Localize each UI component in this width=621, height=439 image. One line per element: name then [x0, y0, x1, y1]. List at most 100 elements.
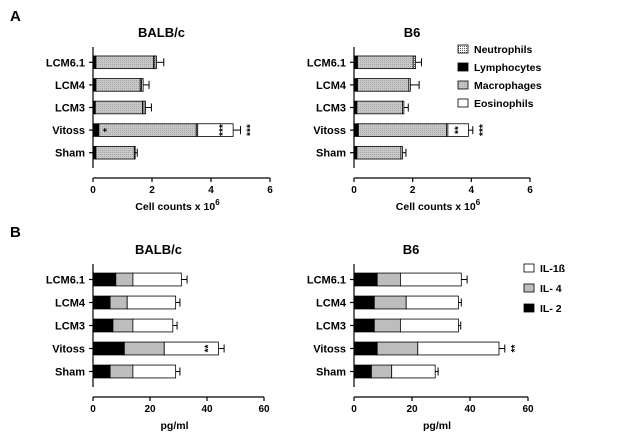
x-tick-label: 40 — [201, 404, 213, 415]
legend-swatch-il4 — [523, 283, 535, 293]
legend-swatch-eosinophils — [457, 98, 469, 108]
bar-il-4-lcm4 — [373, 295, 407, 310]
bar-il-2-lcm6-1 — [92, 272, 117, 287]
bar-lymphocytes-lcm6-1 — [353, 55, 358, 70]
bar-macrophages-lcm4 — [357, 78, 410, 92]
chart-a-b6: B6 0 2 4 6 Cell counts x 106 LCM6.1 LCM4 LCM3 Vit… — [307, 25, 533, 213]
category-label-sham: Sham — [316, 367, 346, 379]
category-label-lcm4: LCM4 — [316, 80, 347, 92]
x-tick-label: 20 — [144, 404, 156, 415]
bar-lymphocytes-sham — [353, 145, 358, 160]
x-axis-label: pg/ml — [423, 420, 451, 432]
legend-swatch-lymphocytes — [457, 62, 469, 72]
bar-lymphocytes-lcm3 — [353, 100, 358, 115]
bar-il-4-sham — [109, 364, 134, 379]
bar-lymphocytes-lcm6-1 — [92, 55, 97, 70]
bar-il-1-vitoss — [417, 341, 500, 356]
bar-il-2-lcm6-1 — [353, 272, 378, 287]
bar-neutrophils-sham — [400, 145, 403, 160]
bar-il-2-lcm3 — [353, 318, 375, 333]
bar-il-1-lcm3 — [399, 318, 459, 333]
x-axis-label: pg/ml — [161, 420, 189, 432]
chart-title: B6 — [404, 25, 421, 40]
x-tick-label: 6 — [527, 185, 533, 196]
x-axis-label: Cell counts x 106 — [396, 198, 481, 213]
bar-il-4-vitoss — [123, 341, 165, 356]
significance-annotation: * — [102, 128, 113, 132]
bar-macrophages-sham — [95, 145, 135, 160]
bar-il-1-sham — [132, 364, 177, 379]
chart-title: B6 — [403, 242, 420, 257]
bar-il-2-sham — [353, 364, 372, 379]
significance-annotation: ** — [453, 126, 464, 134]
bar-lymphocytes-sham — [92, 145, 97, 160]
bar-il-1-sham — [391, 364, 436, 379]
x-tick-label: 2 — [410, 185, 416, 196]
bar-macrophages-sham — [356, 145, 402, 160]
bar-il-1-lcm4 — [126, 295, 177, 310]
bar-il-4-lcm6-1 — [376, 272, 401, 287]
legend-b: IL-1ß IL- 4 IL- 2 — [523, 263, 566, 315]
bar-macrophages-lcm3 — [356, 100, 403, 115]
x-tick-label: 0 — [351, 404, 357, 415]
category-label-vitoss: Vitoss — [313, 344, 346, 356]
legend-label-il1b: IL-1ß — [540, 263, 566, 275]
category-label-lcm4: LCM4 — [316, 298, 347, 310]
legend-swatch-il1b — [523, 263, 535, 273]
bar-eosinophils-lcm3 — [143, 100, 146, 115]
bar-eosinophils-lcm6-1 — [154, 55, 157, 70]
category-label-lcm3: LCM3 — [316, 103, 346, 115]
category-label-sham: Sham — [55, 367, 85, 379]
significance-annotation: ** — [203, 345, 214, 353]
x-tick-label: 0 — [351, 185, 357, 196]
legend-label-lymphocytes: Lymphocytes — [474, 62, 541, 74]
significance-annotation: *** — [218, 124, 229, 136]
significance-annotation: *** — [246, 124, 257, 136]
legend-label-il2: IL- 2 — [540, 303, 562, 315]
bar-il-2-lcm4 — [92, 295, 111, 310]
x-tick-label: 4 — [208, 185, 214, 196]
x-tick-label: 0 — [90, 185, 96, 196]
legend-label-neutrophils: Neutrophils — [474, 44, 532, 56]
category-label-sham: Sham — [55, 148, 85, 160]
bar-lymphocytes-vitoss — [353, 123, 359, 137]
legend-swatch-neutrophils — [457, 44, 469, 54]
bar-neutrophils-sham — [133, 145, 136, 160]
category-label-vitoss: Vitoss — [52, 344, 85, 356]
bar-macrophages-lcm3 — [94, 100, 143, 115]
category-label-lcm4: LCM4 — [55, 80, 86, 92]
chart-a-balbc: BALB/c 0 2 4 6 Cell counts x 106 LCM6.1 LCM4 LCM… — [46, 25, 273, 213]
x-tick-label: 60 — [258, 404, 270, 415]
chart-title: BALB/c — [138, 25, 185, 40]
bar-macrophages-vitoss — [98, 123, 197, 137]
bar-il-4-lcm4 — [109, 295, 128, 310]
bar-lymphocytes-lcm4 — [92, 78, 97, 92]
bar-neutrophils-lcm4 — [408, 78, 411, 92]
legend-label-macrophages: Macrophages — [474, 80, 542, 92]
bar-il-1-lcm3 — [132, 318, 174, 333]
chart-b-b6: B6 0 20 40 60 pg/ml LCM6.1 LCM4 LCM3 Vitoss ** Sham — [307, 242, 534, 432]
bar-il-4-lcm6-1 — [115, 272, 134, 287]
panel-letter-a: A — [10, 8, 21, 25]
bar-lymphocytes-vitoss — [92, 123, 100, 137]
category-label-lcm6-1: LCM6.1 — [307, 57, 346, 69]
x-tick-label: 20 — [406, 404, 418, 415]
category-label-vitoss: Vitoss — [313, 125, 346, 137]
category-label-lcm3: LCM3 — [316, 321, 346, 333]
bar-il-2-vitoss — [92, 341, 125, 356]
significance-annotation: ** — [510, 345, 521, 353]
x-tick-label: 40 — [464, 404, 476, 415]
x-axis-label: Cell counts x 106 — [135, 198, 220, 213]
bar-il-1-lcm6-1 — [132, 272, 182, 287]
bar-lymphocytes-lcm4 — [353, 78, 358, 92]
category-label-lcm3: LCM3 — [55, 321, 85, 333]
x-tick-label: 60 — [522, 404, 534, 415]
bar-macrophages-vitoss — [357, 123, 447, 137]
bar-il-4-sham — [370, 364, 393, 379]
bar-il-2-lcm3 — [92, 318, 114, 333]
x-tick-label: 4 — [469, 185, 475, 196]
bar-il-1-lcm6-1 — [399, 272, 462, 287]
category-label-lcm6-1: LCM6.1 — [307, 275, 346, 287]
x-tick-label: 6 — [267, 185, 273, 196]
